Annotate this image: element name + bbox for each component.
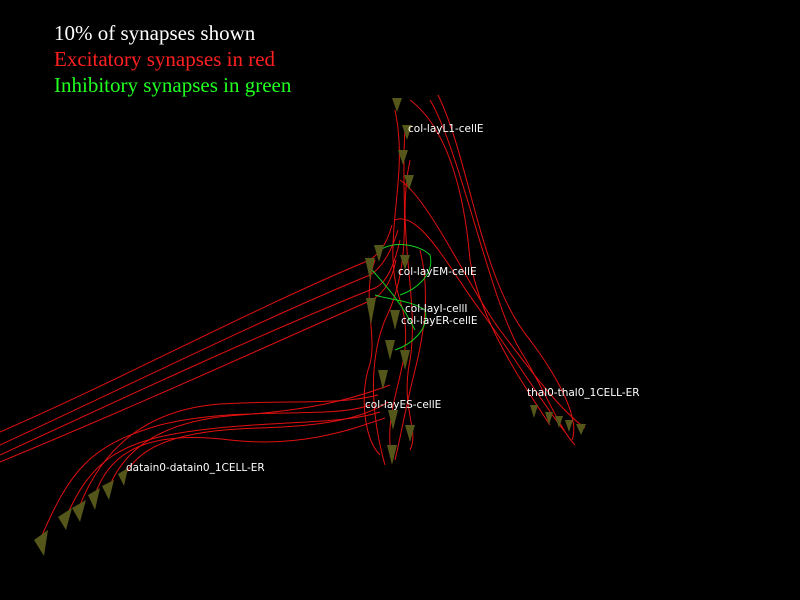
marker [398, 150, 408, 165]
synapse [124, 401, 389, 476]
synapse [379, 244, 432, 296]
marker [576, 424, 586, 435]
population-label: col-layI-cellI [405, 303, 468, 315]
marker [392, 98, 402, 112]
legend: 10% of synapses shown Excitatory synapse… [54, 21, 292, 97]
marker [404, 175, 414, 190]
marker [390, 310, 400, 330]
synapse [437, 94, 575, 441]
synapse [39, 404, 371, 541]
marker [102, 480, 114, 500]
population-label: datain0-datain0_1CELL-ER [126, 462, 265, 474]
marker [58, 508, 72, 530]
synapse [0, 239, 401, 456]
marker [385, 340, 395, 360]
synapse [0, 259, 397, 463]
synapse [64, 411, 381, 521]
marker [374, 245, 384, 262]
marker [388, 410, 398, 430]
population-label: col-layL1-cellE [408, 123, 484, 135]
population-labels: col-layL1-cellE col-layEM-cellE col-layI… [126, 123, 640, 474]
marker [366, 298, 376, 325]
synapse [394, 218, 566, 433]
marker [378, 370, 388, 390]
population-label: col-layES-cellE [365, 399, 441, 411]
population-label: col-layEM-cellE [398, 266, 477, 278]
marker [72, 500, 86, 522]
marker [402, 125, 412, 140]
marker [365, 258, 375, 280]
marker [530, 405, 538, 418]
synapse [109, 384, 391, 486]
synapse [409, 99, 551, 426]
marker [565, 420, 573, 432]
marker [555, 416, 563, 428]
synapse [371, 269, 416, 331]
excitatory-synapses [0, 94, 586, 541]
marker [118, 468, 128, 486]
synapse [399, 179, 586, 429]
synapse-markers [34, 98, 586, 556]
synapse [374, 294, 427, 351]
population-label: thal0-thal0_1CELL-ER [527, 387, 640, 399]
legend-line: Inhibitory synapses in green [54, 73, 292, 97]
synapse [394, 249, 426, 461]
synapse [363, 259, 381, 456]
marker [400, 350, 410, 370]
marker [387, 445, 397, 465]
synapse [0, 229, 399, 446]
marker [405, 425, 415, 442]
marker [400, 255, 410, 270]
legend-line: Excitatory synapses in red [54, 47, 276, 71]
legend-line: 10% of synapses shown [54, 21, 256, 45]
marker [34, 530, 48, 556]
synapse [94, 417, 386, 496]
marker [88, 488, 100, 510]
synapse [389, 109, 407, 461]
population-label: col-layER-cellE [401, 315, 477, 327]
marker [545, 412, 553, 425]
synapse [373, 129, 406, 466]
inhibitory-synapses [371, 244, 432, 351]
